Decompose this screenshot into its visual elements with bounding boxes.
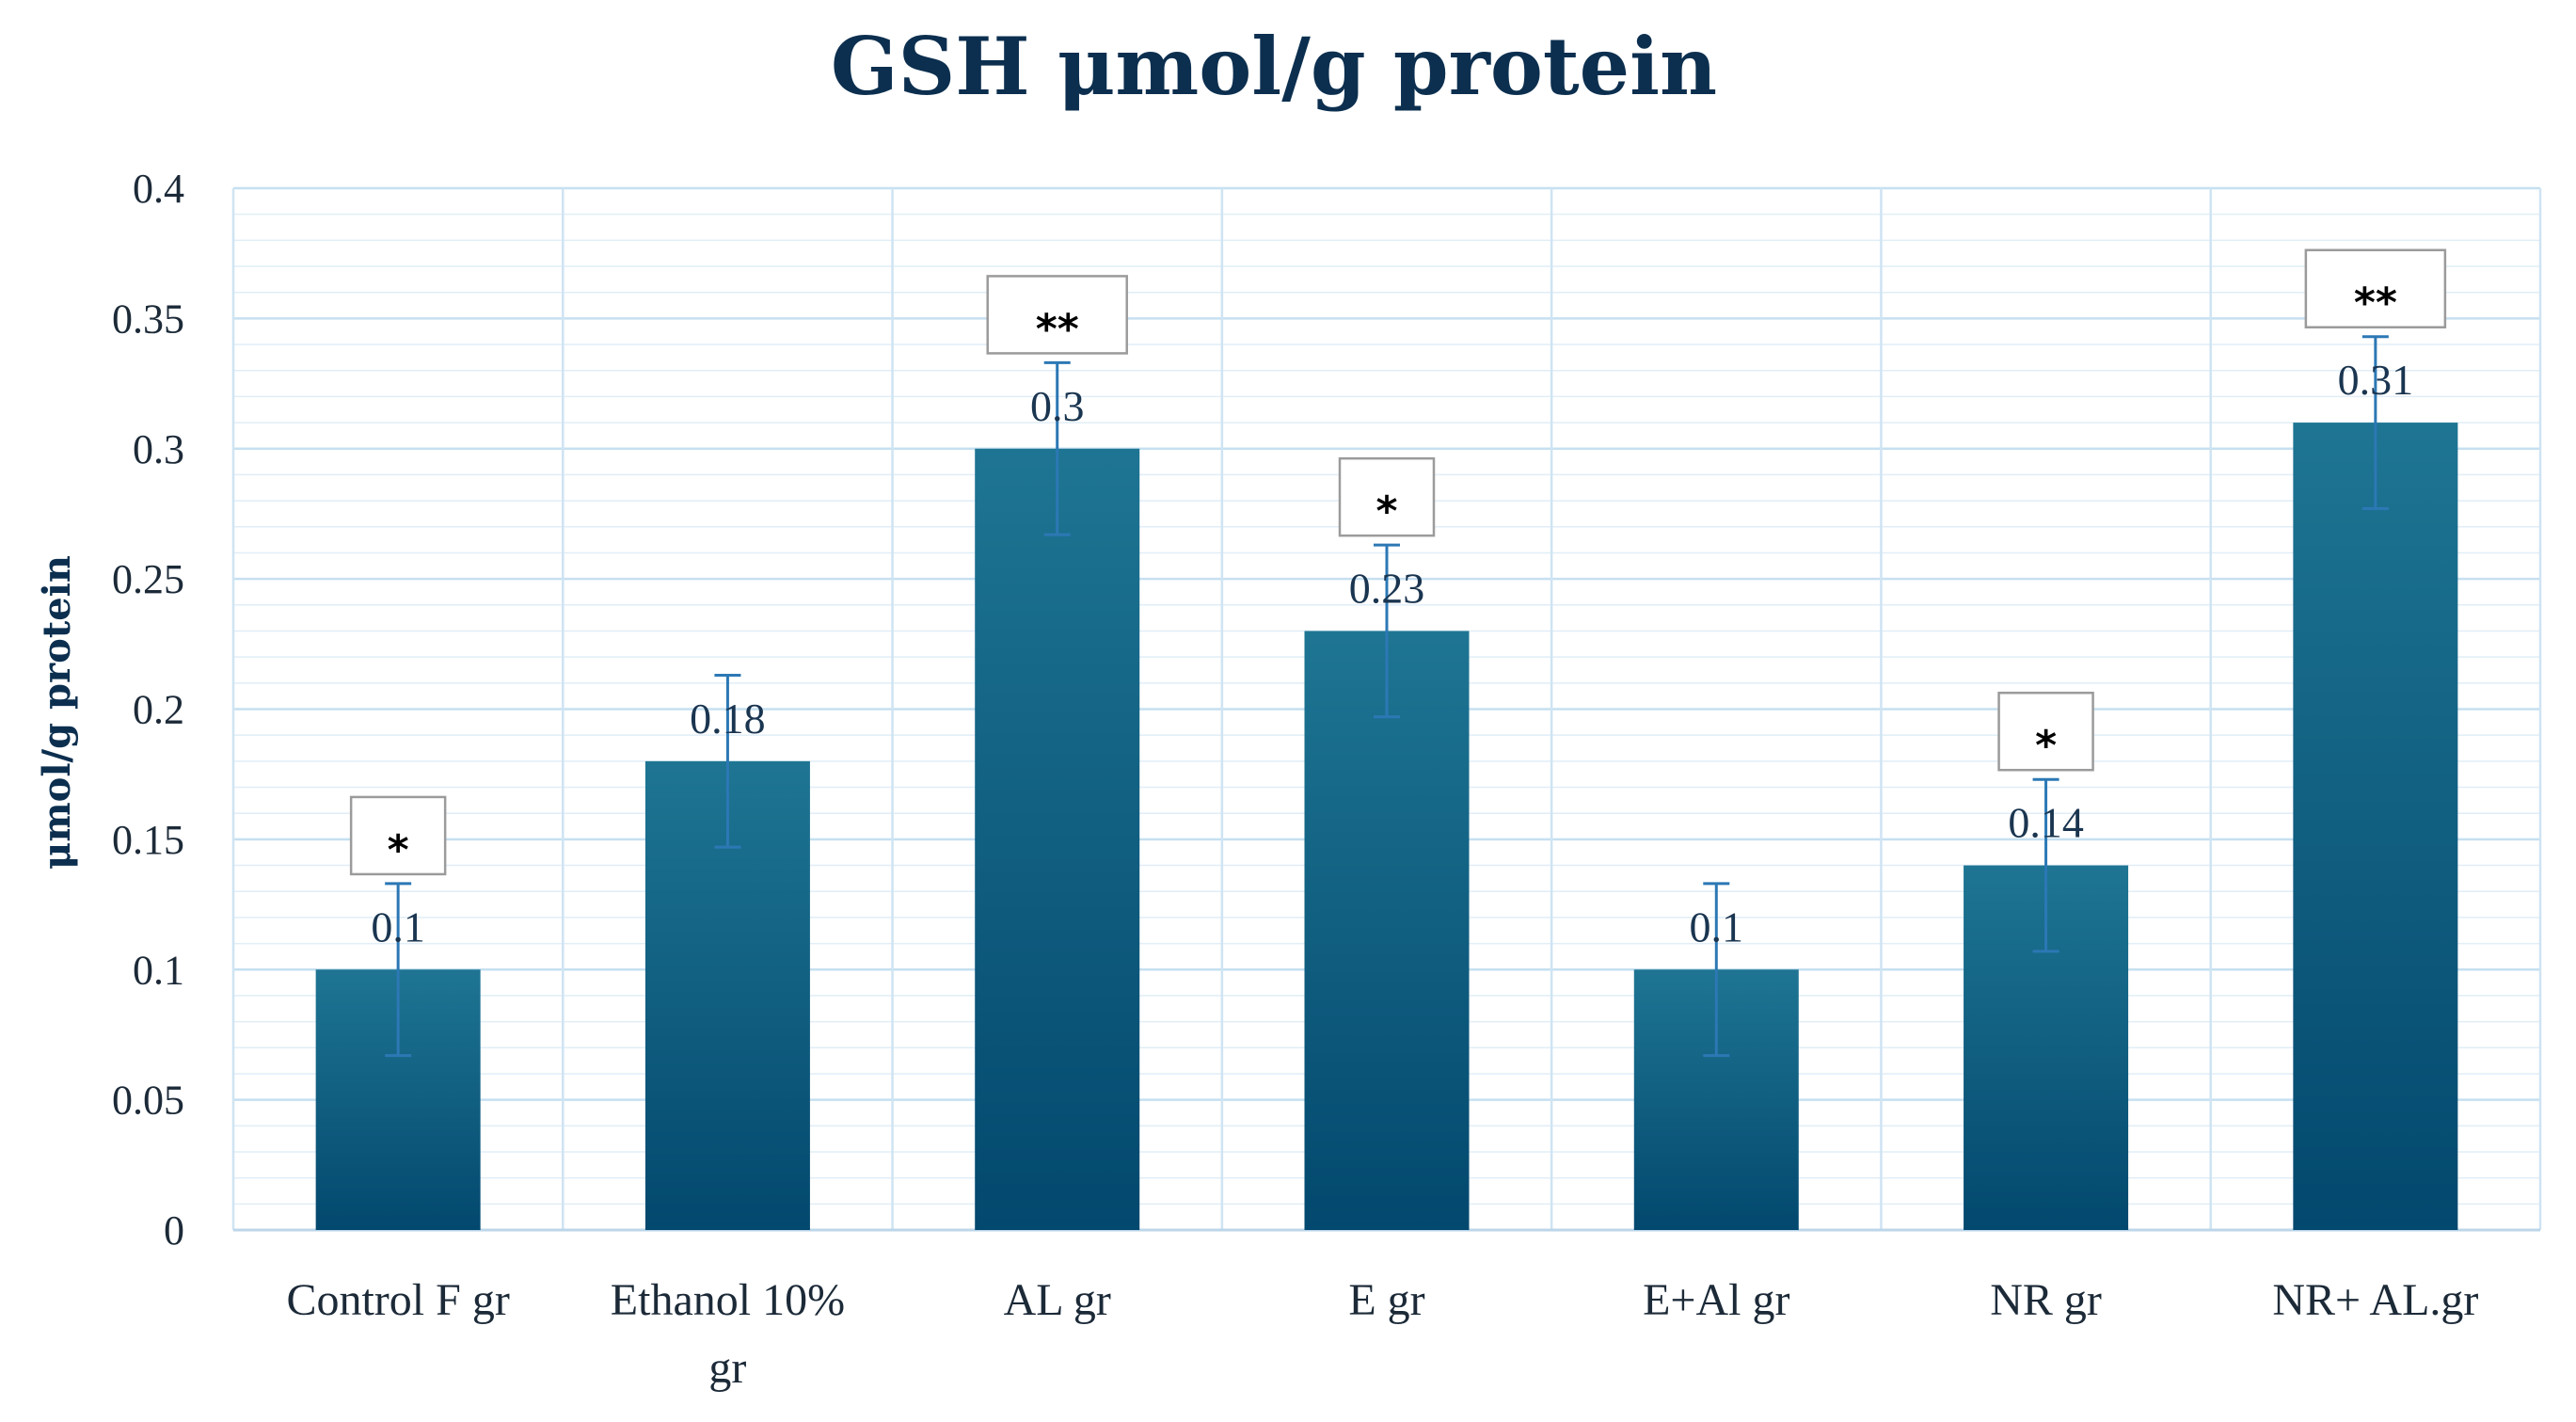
category-label: NR+ AL.gr — [2272, 1275, 2478, 1325]
y-tick-label: 0.1 — [133, 947, 184, 993]
significance-box — [349, 795, 447, 876]
error-bar — [385, 882, 412, 1058]
category-label: AL gr — [1004, 1275, 1111, 1325]
significance-stars: ** — [2354, 280, 2397, 328]
y-axis-label: μmol/g protein — [35, 555, 79, 870]
y-tick-label: 0.35 — [112, 296, 184, 342]
y-tick-label: 0.4 — [133, 166, 184, 212]
y-axis-ticks: 0 0.05 0.1 0.15 0.2 0.25 0.3 0.35 0.4 — [112, 166, 184, 1254]
y-tick-label: 0.05 — [112, 1078, 184, 1124]
data-label: 0.1 — [371, 903, 425, 951]
x-axis-categories: Control F gr Ethanol 10% gr AL gr E gr E+Al g… — [286, 1275, 2478, 1393]
error-bars — [385, 335, 2389, 1058]
y-tick-label: 0.15 — [112, 817, 184, 863]
significance-marker: ** — [986, 275, 1128, 355]
significance-box — [986, 275, 1128, 355]
category-label: E gr — [1348, 1275, 1424, 1325]
data-label: 0.23 — [1349, 564, 1425, 612]
category-label: Control F gr — [286, 1275, 509, 1325]
category-label: gr — [708, 1343, 746, 1393]
significance-marker: * — [1997, 691, 2094, 772]
bar — [1304, 631, 1470, 1230]
data-label: 0.1 — [1690, 903, 1744, 951]
category-label: NR gr — [1990, 1275, 2102, 1325]
error-bar — [1043, 360, 1071, 536]
significance-markers: ******* — [349, 248, 2447, 876]
bar — [2293, 423, 2458, 1230]
significance-stars: * — [388, 826, 409, 874]
significance-marker: ** — [2304, 248, 2447, 328]
significance-box — [1338, 456, 1436, 537]
error-bar — [1703, 882, 1730, 1058]
chart-title: GSH μmol/g protein — [831, 20, 1717, 113]
data-label: 0.3 — [1030, 382, 1085, 430]
y-tick-label: 0 — [164, 1207, 184, 1254]
y-tick-label: 0.3 — [133, 426, 184, 472]
significance-box — [1997, 691, 2094, 772]
error-bar — [1374, 543, 1400, 719]
data-label: 0.31 — [2338, 356, 2414, 404]
error-bar — [714, 674, 741, 849]
significance-stars: * — [2035, 722, 2057, 770]
data-label: 0.14 — [2008, 799, 2084, 847]
bars — [315, 423, 2458, 1230]
significance-box — [2304, 248, 2447, 328]
y-tick-label: 0.25 — [112, 556, 184, 602]
data-labels: 0.1 0.18 0.3 0.23 0.1 0.14 0.31 — [371, 356, 2413, 951]
error-bar — [2361, 335, 2389, 510]
category-label: Ethanol 10% — [611, 1275, 845, 1325]
significance-stars: ** — [1036, 305, 1079, 353]
significance-marker: * — [1338, 456, 1436, 537]
bar — [975, 448, 1140, 1230]
category-label: E+Al gr — [1643, 1275, 1789, 1325]
y-tick-label: 0.2 — [133, 687, 184, 733]
error-bar — [2032, 777, 2059, 953]
data-label: 0.18 — [690, 695, 766, 743]
significance-marker: * — [349, 795, 447, 876]
significance-stars: * — [1375, 487, 1397, 535]
